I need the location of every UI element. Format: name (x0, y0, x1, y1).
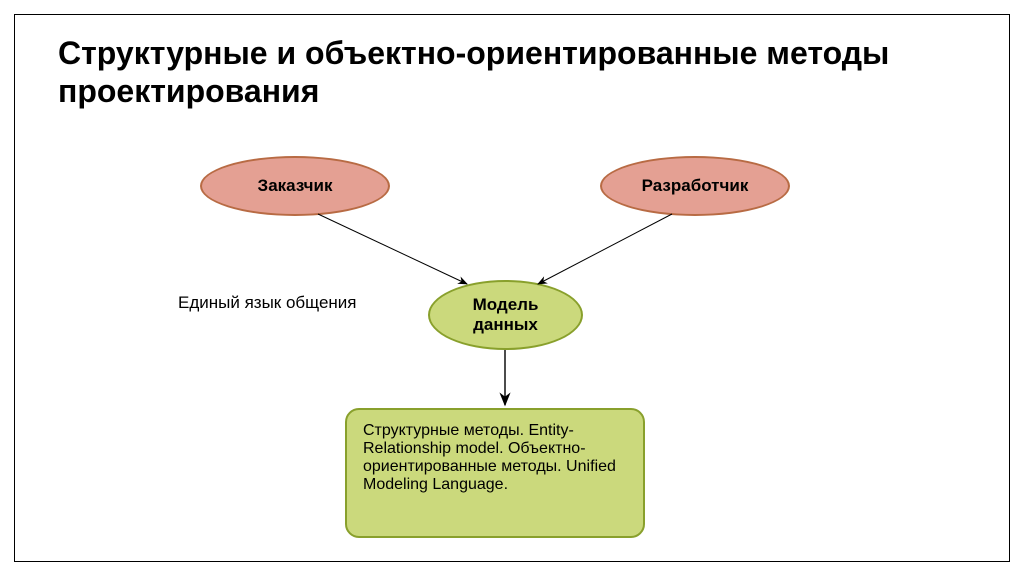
slide-title: Структурные и объектно-ориентированные м… (58, 34, 968, 111)
node-methods-box: Структурные методы. Entity-Relationship … (345, 408, 645, 538)
node-methods-text: Структурные методы. Entity-Relationship … (363, 422, 616, 493)
node-customer-label: Заказчик (258, 176, 333, 196)
node-data-model-label-2: данных (473, 315, 539, 335)
node-developer: Разработчик (600, 156, 790, 216)
annotation-label: Единый язык общения (178, 293, 357, 313)
node-data-model: Модель данных (428, 280, 583, 350)
node-data-model-label-1: Модель (473, 295, 539, 315)
node-customer: Заказчик (200, 156, 390, 216)
node-developer-label: Разработчик (642, 176, 749, 196)
